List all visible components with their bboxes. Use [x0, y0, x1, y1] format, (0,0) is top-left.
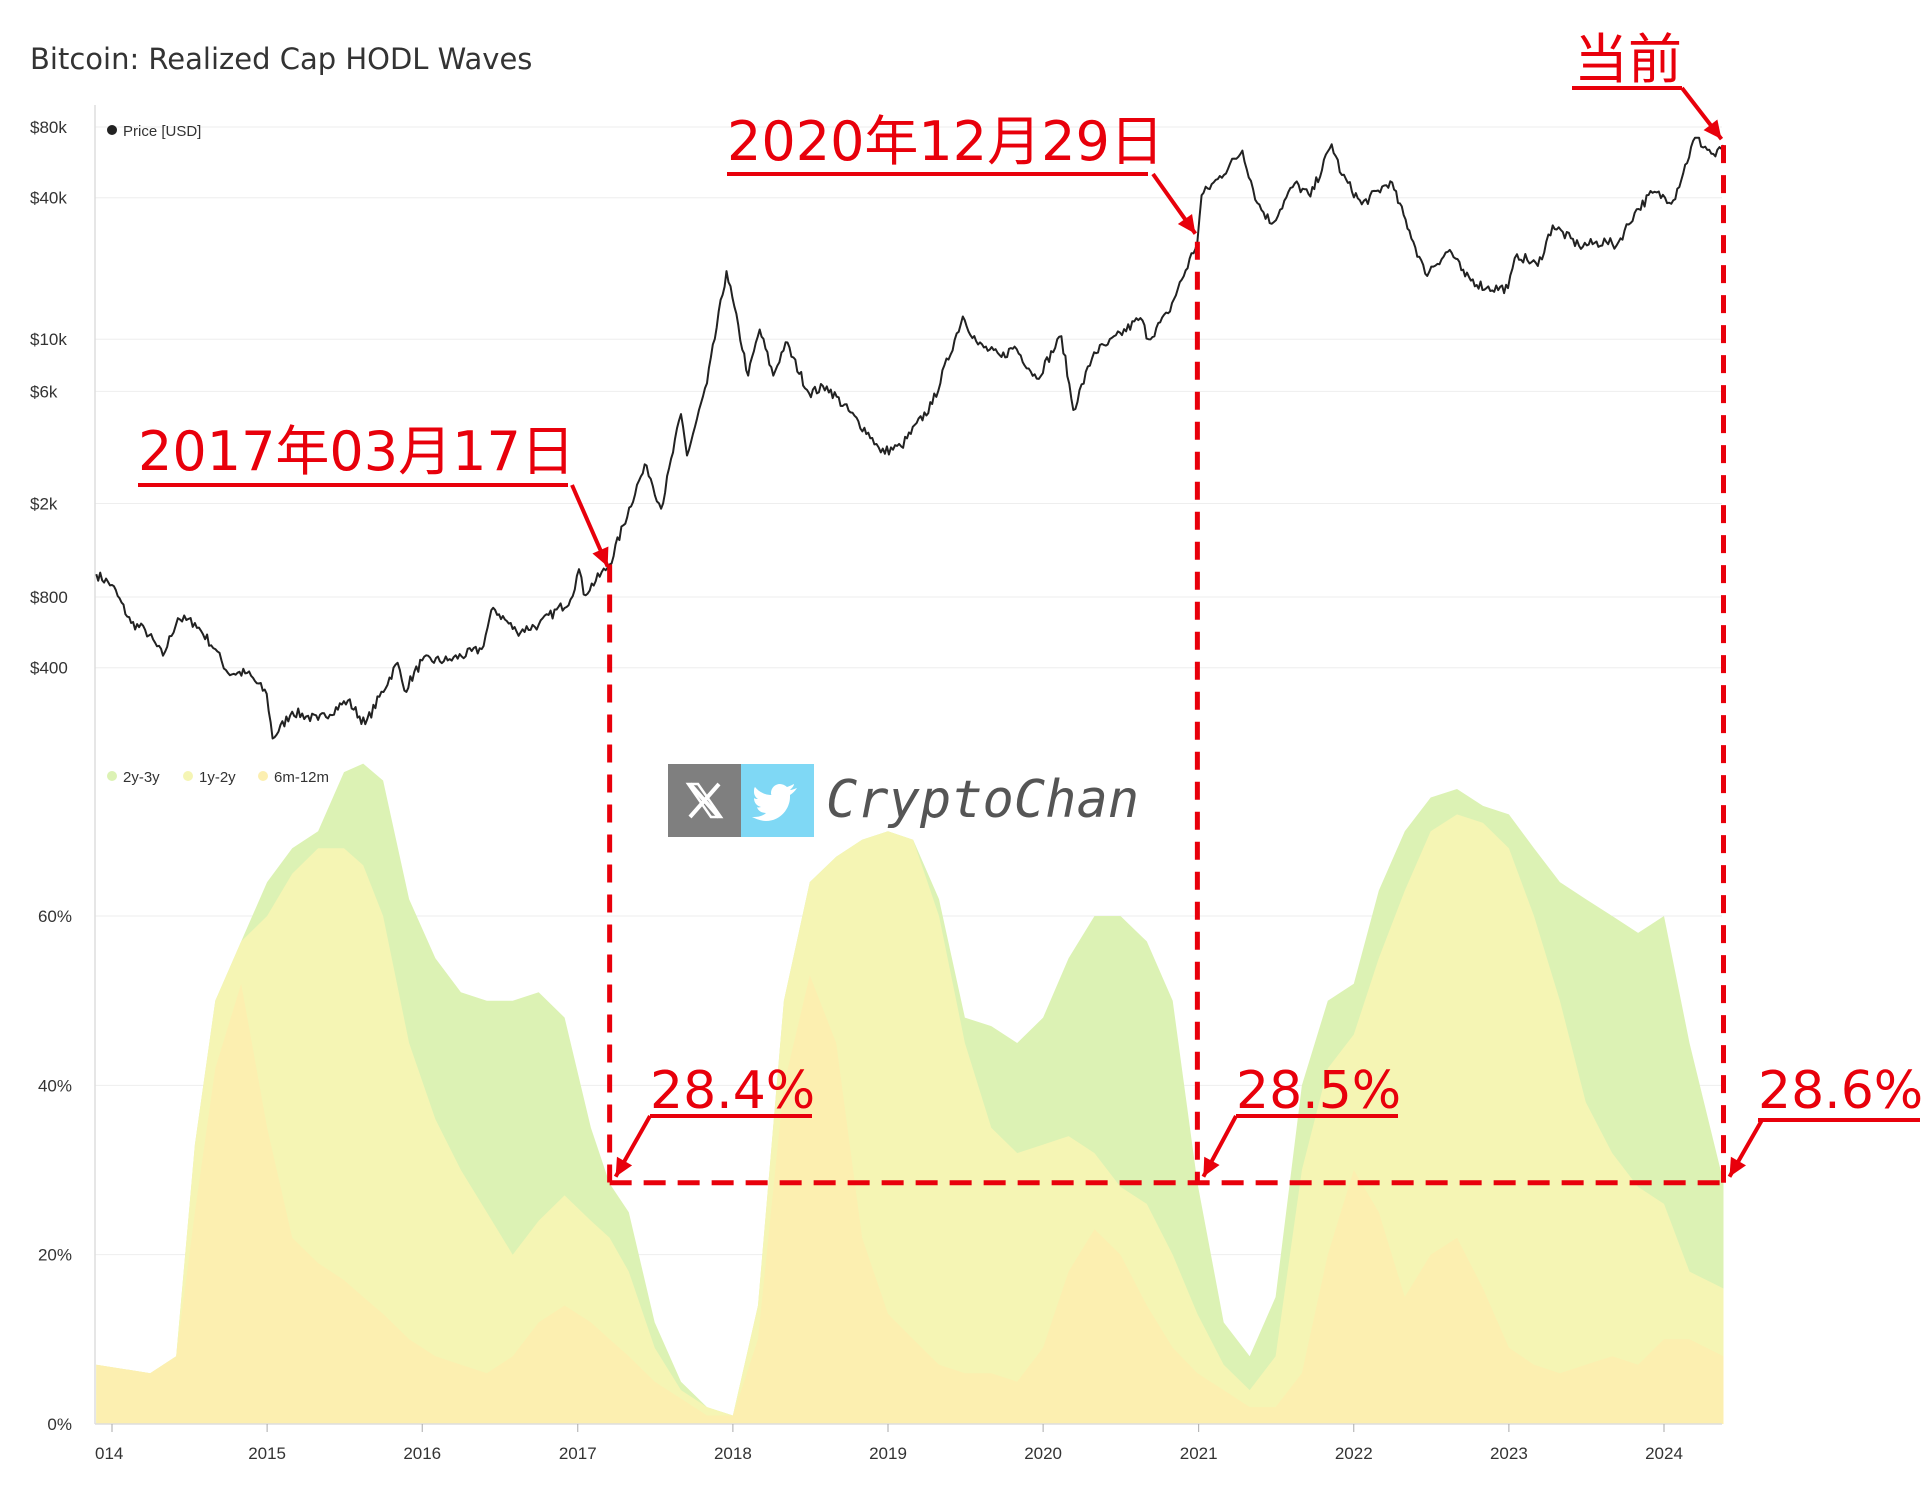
legend-label-2y-3y: 2y-3y [123, 769, 160, 786]
price-y-tick-label: $6k [30, 382, 58, 401]
x-tick-label: 2020 [1024, 1444, 1062, 1463]
area-6m-12m [96, 975, 1724, 1424]
legend-label-6m-12m: 6m-12m [274, 769, 329, 786]
wave-y-tick-label: 40% [38, 1076, 72, 1095]
legends: Price [USD] 2y-3y 1y-2y 6m-12m [107, 123, 329, 786]
x-tick-label: 2016 [403, 1444, 441, 1463]
legend-dot-price [107, 125, 117, 135]
annotation-pct-now: 28.6% [1758, 1061, 1923, 1121]
chart-title: Bitcoin: Realized Cap HODL Waves [30, 42, 533, 76]
annotations: 当前 2020年12月29日 2017年03月17日 28.4% 28.5% 28.6% [138, 28, 1923, 1186]
price-line-group [95, 136, 1725, 740]
x-tick-label: 2019 [869, 1444, 907, 1463]
arrow-pct-2017-head [615, 1156, 633, 1177]
arrow-pct-2020-head [1203, 1156, 1220, 1177]
price-y-tick-label: $2k [30, 494, 58, 513]
x-tick-label: 2024 [1645, 1444, 1683, 1463]
x-tick-label: 2023 [1490, 1444, 1528, 1463]
axes: $80k $40k $10k $6k $2k $800 $400 60% 40% 20% 0% 014… [30, 105, 1722, 1463]
price-y-tick-label: $10k [30, 330, 67, 349]
wave-y-tick-label: 20% [38, 1246, 72, 1265]
annotation-pct-2020: 28.5% [1236, 1061, 1401, 1121]
annotation-date-2020: 2020年12月29日 [727, 110, 1164, 173]
hodl-wave-areas [96, 763, 1724, 1424]
price-y-tick-label: $800 [30, 588, 68, 607]
legend-dot-6m-12m [258, 771, 268, 781]
arrow-current-head [1703, 119, 1722, 140]
wave-y-tick-label: 0% [47, 1415, 72, 1434]
legend-label-1y-2y: 1y-2y [199, 769, 236, 786]
legend-label-price: Price [USD] [123, 123, 201, 140]
wave-y-tick-label: 60% [38, 907, 72, 926]
watermark-text: CryptoChan [826, 770, 1140, 830]
annotation-current: 当前 [1574, 28, 1682, 91]
watermark-icons [668, 764, 814, 837]
price-y-tick-label: $80k [30, 118, 67, 137]
arrow-pct-now-head [1729, 1156, 1746, 1177]
x-tick-label: 2018 [714, 1444, 752, 1463]
annotation-pct-2017: 28.4% [650, 1061, 815, 1121]
x-tick-label: 014 [95, 1444, 123, 1463]
price-y-tick-label: $400 [30, 659, 68, 678]
price-line [95, 136, 1725, 740]
x-tick-label: 2017 [559, 1444, 597, 1463]
x-logo-icon [668, 764, 741, 837]
x-tick-label: 2021 [1180, 1444, 1218, 1463]
arrow-2017-head [592, 546, 609, 567]
price-y-tick-label: $40k [30, 189, 67, 208]
area-1y-2y [96, 814, 1724, 1424]
arrow-2020-head [1177, 213, 1196, 234]
legend-dot-2y-3y [107, 771, 117, 781]
x-tick-label: 2022 [1335, 1444, 1373, 1463]
annotation-date-2017: 2017年03月17日 [138, 420, 575, 483]
x-tick-label: 2015 [248, 1444, 286, 1463]
legend-dot-1y-2y [183, 771, 193, 781]
twitter-bird-icon [741, 764, 814, 837]
